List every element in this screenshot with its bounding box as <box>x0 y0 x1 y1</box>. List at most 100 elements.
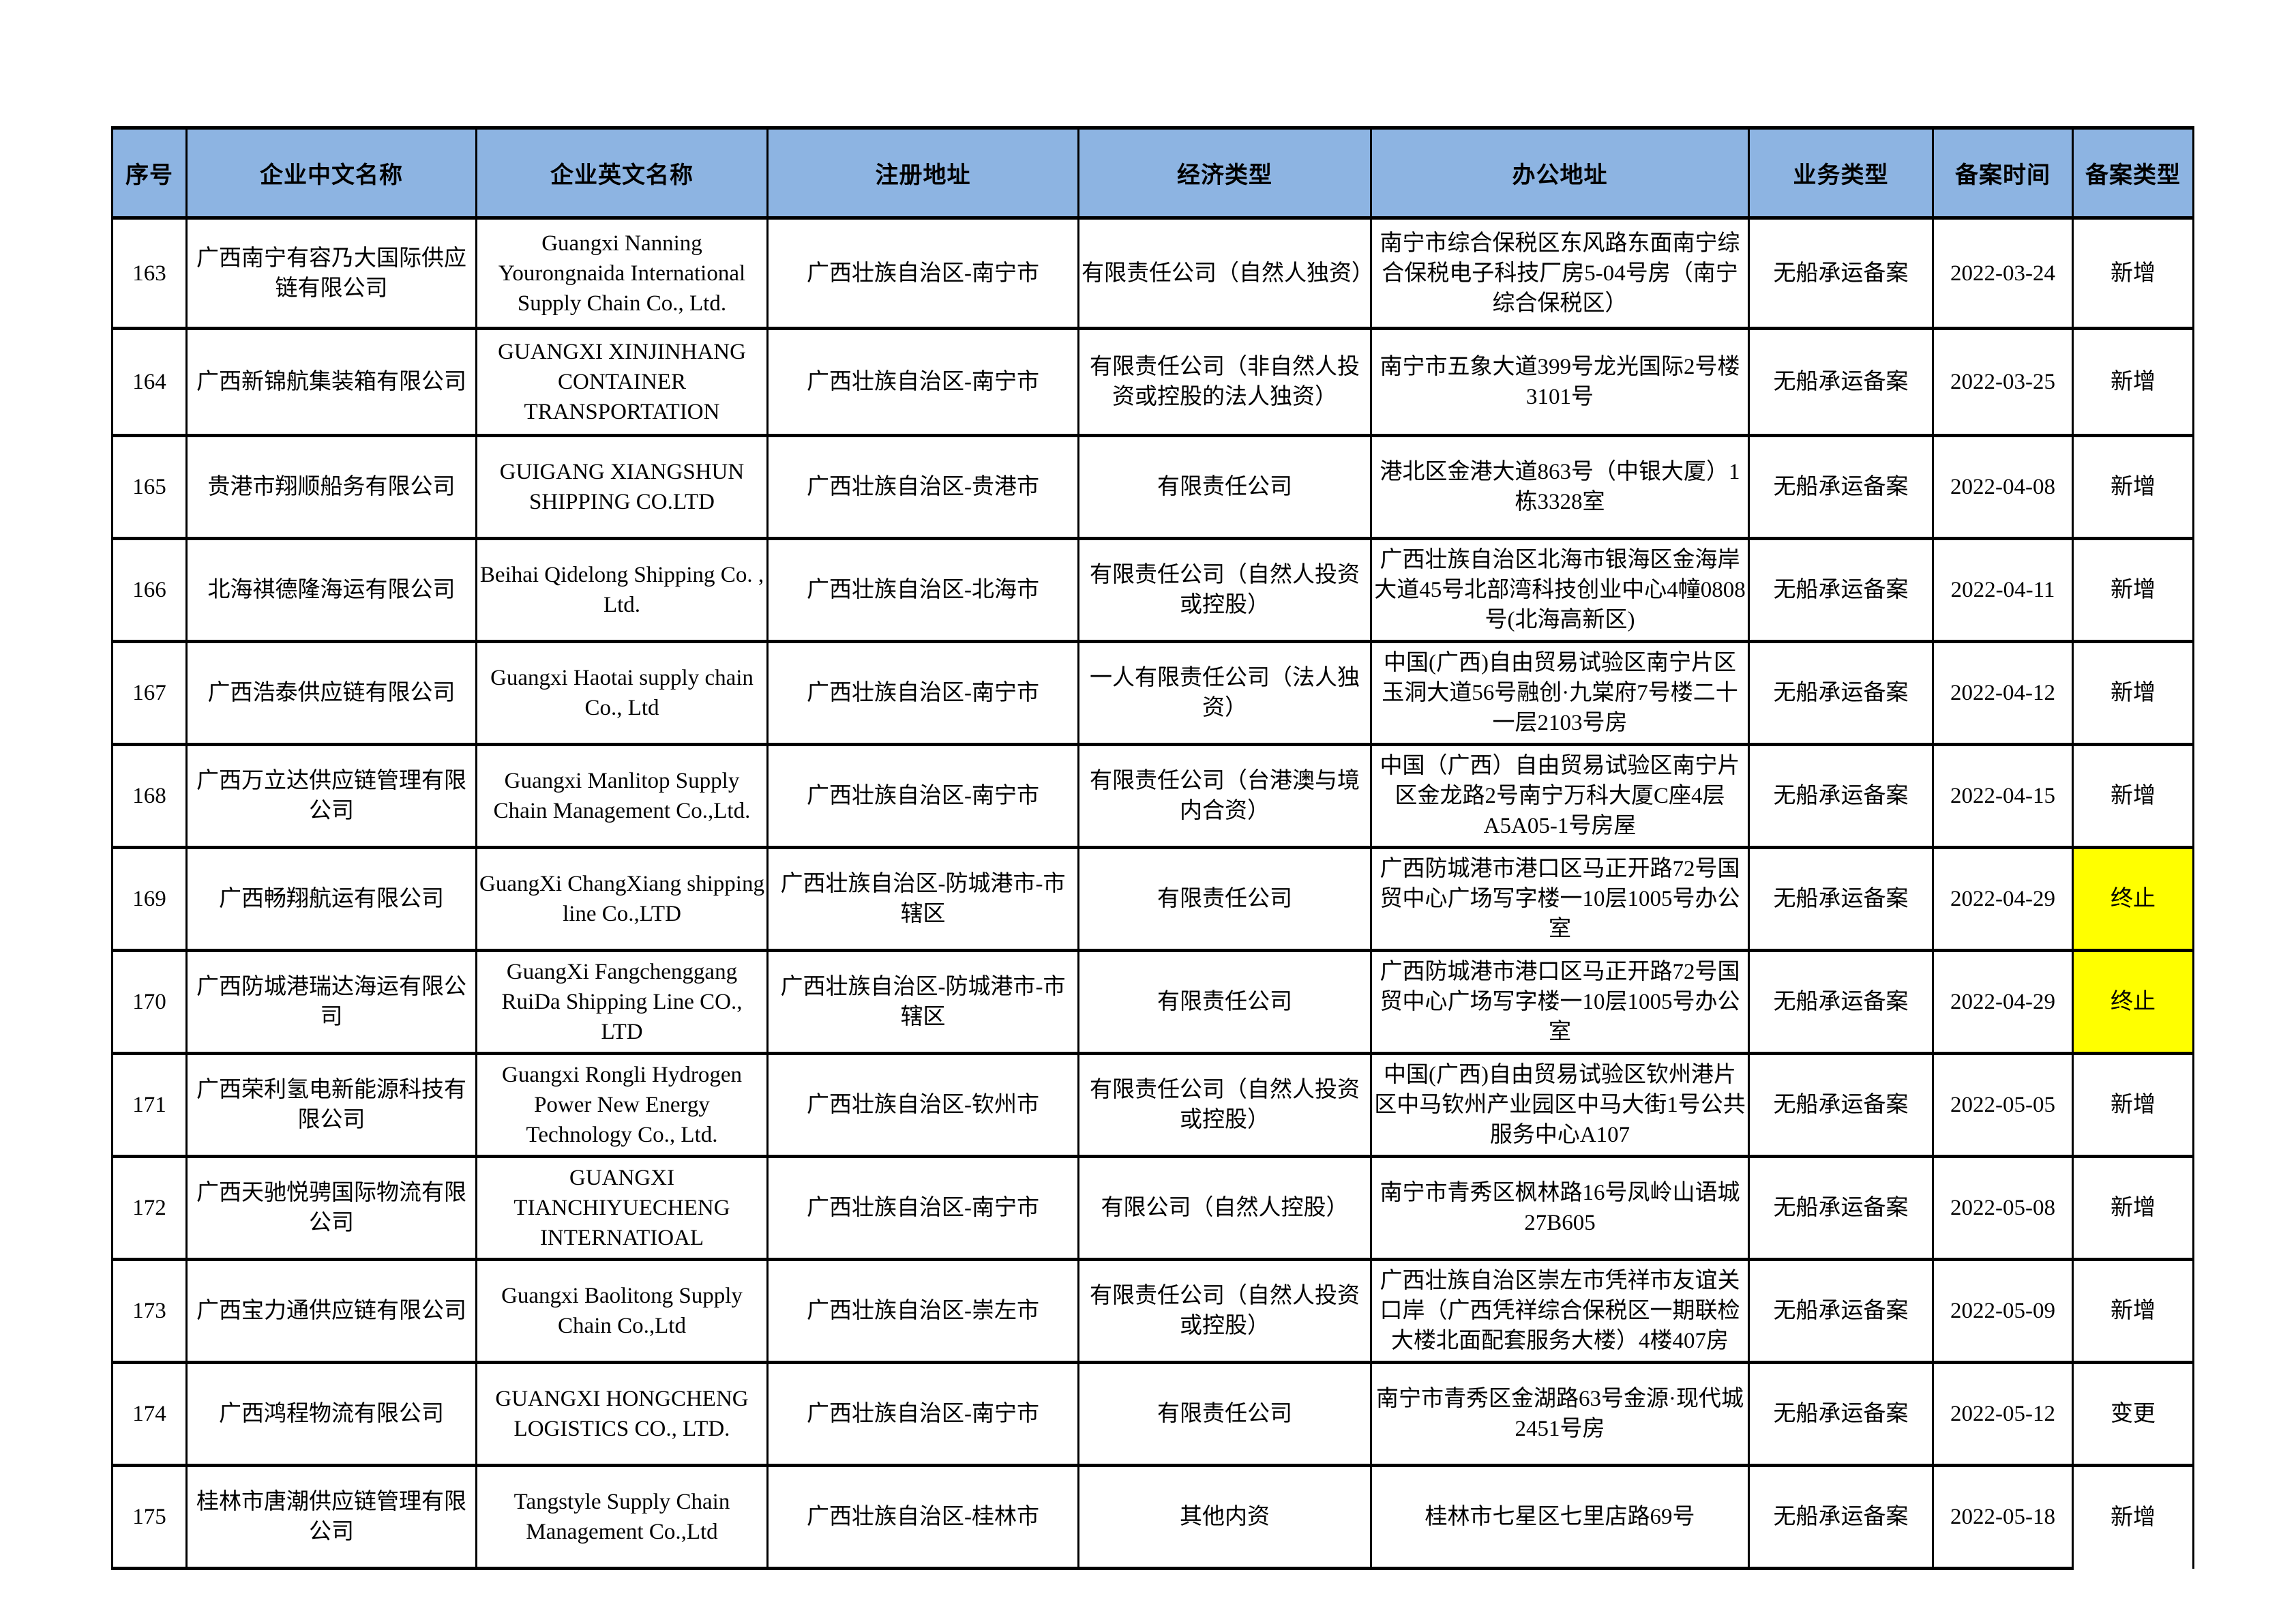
cell-filing-type: 新增 <box>2072 1464 2194 1569</box>
cell-business-type: 无船承运备案 <box>1748 1155 1934 1261</box>
cell-filing-type: 变更 <box>2072 1361 2194 1467</box>
office-address-value: 南宁市青秀区金湖路63号金源·现代城2451号房 <box>1376 1387 1744 1441</box>
registered-address-value: 广西壮族自治区-南宁市 <box>807 681 1039 705</box>
filing-date-value: 2022-03-25 <box>1950 370 2055 394</box>
filing-type-value: 新增 <box>2111 475 2156 499</box>
seq-value: 166 <box>132 578 166 602</box>
registered-address-value: 广西壮族自治区-南宁市 <box>807 784 1039 808</box>
filing-type-value: 新增 <box>2111 1299 2156 1323</box>
registered-address-value: 广西壮族自治区-南宁市 <box>807 1196 1039 1220</box>
filing-date-value: 2022-04-11 <box>1950 578 2055 602</box>
business-type-value: 无船承运备案 <box>1773 990 1909 1014</box>
cell-filing-type: 新增 <box>2072 434 2194 540</box>
cell-en-name: Guangxi Haotai supply chain Co., Ltd <box>475 640 769 746</box>
cell-registered-address: 广西壮族自治区-防城港市-市辖区 <box>766 846 1079 952</box>
cell-en-name: GUANGXI HONGCHENG LOGISTICS CO., LTD. <box>475 1361 769 1467</box>
cell-economic-type: 有限责任公司（自然人独资） <box>1077 216 1372 330</box>
cell-seq: 173 <box>111 1258 188 1364</box>
cell-filing-date: 2022-04-11 <box>1932 537 2074 643</box>
cell-cn-name: 广西畅翔航运有限公司 <box>185 846 477 952</box>
cell-business-type: 无船承运备案 <box>1748 640 1934 746</box>
filing-date-value: 2022-05-12 <box>1950 1402 2055 1426</box>
cn-name-value: 广西天驰悦骋国际物流有限公司 <box>196 1181 466 1235</box>
cell-filing-date: 2022-03-25 <box>1932 327 2074 437</box>
cell-registered-address: 广西壮族自治区-南宁市 <box>766 743 1079 849</box>
cell-business-type: 无船承运备案 <box>1748 434 1934 540</box>
table-row: 173 广西宝力通供应链有限公司 Guangxi Baolitong Suppl… <box>111 1258 2194 1364</box>
filing-date-value: 2022-05-09 <box>1950 1299 2055 1323</box>
cell-registered-address: 广西壮族自治区-北海市 <box>766 537 1079 643</box>
header-en-name: 企业英文名称 <box>475 126 769 220</box>
seq-value: 175 <box>132 1505 166 1529</box>
cell-cn-name: 广西防城港瑞达海运有限公司 <box>185 949 477 1055</box>
economic-type-value: 有限责任公司（台港澳与境内合资） <box>1090 769 1360 823</box>
registered-address-value: 广西壮族自治区-崇左市 <box>807 1299 1039 1323</box>
cell-office-address: 广西壮族自治区北海市银海区金海岸大道45号北部湾科技创业中心4幢0808号(北海… <box>1370 537 1750 643</box>
en-name-value: GUANGXI TIANCHIYUECHENG INTERNATIOAL <box>513 1166 730 1250</box>
cell-economic-type: 有限责任公司（台港澳与境内合资） <box>1077 743 1372 849</box>
economic-type-value: 有限责任公司 <box>1157 887 1292 911</box>
cell-economic-type: 有限公司（自然人控股） <box>1077 1155 1372 1261</box>
cell-business-type: 无船承运备案 <box>1748 1258 1934 1364</box>
cn-name-value: 贵港市翔顺船务有限公司 <box>207 475 456 499</box>
cell-economic-type: 有限责任公司（自然人投资或控股） <box>1077 1052 1372 1158</box>
en-name-value: Guangxi Rongli Hydrogen Power New Energy… <box>502 1063 742 1147</box>
cell-cn-name: 广西宝力通供应链有限公司 <box>185 1258 477 1364</box>
cell-filing-type: 新增 <box>2072 743 2194 849</box>
cell-office-address: 桂林市七星区七里店路69号 <box>1370 1464 1750 1570</box>
filing-type-value: 新增 <box>2111 578 2156 602</box>
cell-cn-name: 贵港市翔顺船务有限公司 <box>185 434 477 540</box>
cell-economic-type: 一人有限责任公司（法人独资） <box>1077 640 1372 746</box>
cell-filing-date: 2022-04-29 <box>1932 949 2074 1055</box>
cell-filing-date: 2022-05-18 <box>1932 1464 2074 1570</box>
cell-filing-type: 新增 <box>2072 1258 2194 1364</box>
header-seq: 序号 <box>111 126 188 220</box>
cell-office-address: 南宁市综合保税区东风路东面南宁综合保税电子科技厂房5-04号房（南宁综合保税区） <box>1370 216 1750 330</box>
cell-economic-type: 有限责任公司 <box>1077 846 1372 952</box>
cell-seq: 175 <box>111 1464 188 1570</box>
cell-office-address: 广西防城港市港口区马正开路72号国贸中心广场写字楼一10层1005号办公室 <box>1370 949 1750 1055</box>
filing-date-value: 2022-05-08 <box>1950 1196 2055 1220</box>
cell-registered-address: 广西壮族自治区-桂林市 <box>766 1464 1079 1570</box>
cell-seq: 174 <box>111 1361 188 1467</box>
seq-value: 164 <box>132 370 166 394</box>
cell-registered-address: 广西壮族自治区-南宁市 <box>766 216 1079 330</box>
cn-name-value: 广西新锦航集装箱有限公司 <box>196 370 466 394</box>
en-name-value: GuangXi ChangXiang shipping line Co.,LTD <box>479 872 764 926</box>
en-name-value: Guangxi Baolitong Supply Chain Co.,Ltd <box>501 1284 743 1338</box>
business-type-value: 无船承运备案 <box>1773 1299 1909 1323</box>
registered-address-value: 广西壮族自治区-桂林市 <box>807 1505 1039 1529</box>
table-row: 175 桂林市唐潮供应链管理有限公司 Tangstyle Supply Chai… <box>111 1464 2194 1570</box>
cell-economic-type: 有限责任公司 <box>1077 949 1372 1055</box>
cell-filing-type: 新增 <box>2072 1052 2194 1158</box>
cell-cn-name: 广西南宁有容乃大国际供应链有限公司 <box>185 216 477 330</box>
cell-registered-address: 广西壮族自治区-贵港市 <box>766 434 1079 540</box>
cell-en-name: GUIGANG XIANGSHUN SHIPPING CO.LTD <box>475 434 769 540</box>
cell-filing-type: 新增 <box>2072 1155 2194 1261</box>
cell-filing-date: 2022-05-09 <box>1932 1258 2074 1364</box>
seq-value: 165 <box>132 475 166 499</box>
office-address-value: 广西防城港市港口区马正开路72号国贸中心广场写字楼一10层1005号办公室 <box>1380 857 1740 941</box>
filing-type-value: 终止 <box>2111 990 2156 1014</box>
cell-office-address: 南宁市五象大道399号龙光国际2号楼3101号 <box>1370 327 1750 437</box>
cell-economic-type: 有限责任公司 <box>1077 434 1372 540</box>
office-address-value: 港北区金港大道863号（中银大厦）1栋3328室 <box>1380 460 1740 514</box>
filing-date-value: 2022-05-18 <box>1950 1505 2055 1529</box>
filing-type-value: 新增 <box>2111 1505 2156 1531</box>
cell-en-name: GuangXi ChangXiang shipping line Co.,LTD <box>475 846 769 952</box>
business-type-value: 无船承运备案 <box>1773 784 1909 808</box>
cell-cn-name: 广西鸿程物流有限公司 <box>185 1361 477 1467</box>
cell-business-type: 无船承运备案 <box>1748 846 1934 952</box>
cn-name-value: 广西防城港瑞达海运有限公司 <box>196 975 466 1029</box>
economic-type-value: 有限责任公司（自然人投资或控股） <box>1090 1284 1360 1338</box>
filing-type-value: 新增 <box>2111 370 2156 394</box>
cell-registered-address: 广西壮族自治区-南宁市 <box>766 327 1079 437</box>
filing-date-value: 2022-04-29 <box>1950 887 2055 911</box>
cell-en-name: GUANGXI TIANCHIYUECHENG INTERNATIOAL <box>475 1155 769 1261</box>
cell-office-address: 广西防城港市港口区马正开路72号国贸中心广场写字楼一10层1005号办公室 <box>1370 846 1750 952</box>
seq-value: 163 <box>132 261 166 286</box>
table-row: 168 广西万立达供应链管理有限公司 Guangxi Manlitop Supp… <box>111 743 2194 849</box>
cell-registered-address: 广西壮族自治区-南宁市 <box>766 1361 1079 1467</box>
economic-type-value: 一人有限责任公司（法人独资） <box>1090 666 1360 720</box>
